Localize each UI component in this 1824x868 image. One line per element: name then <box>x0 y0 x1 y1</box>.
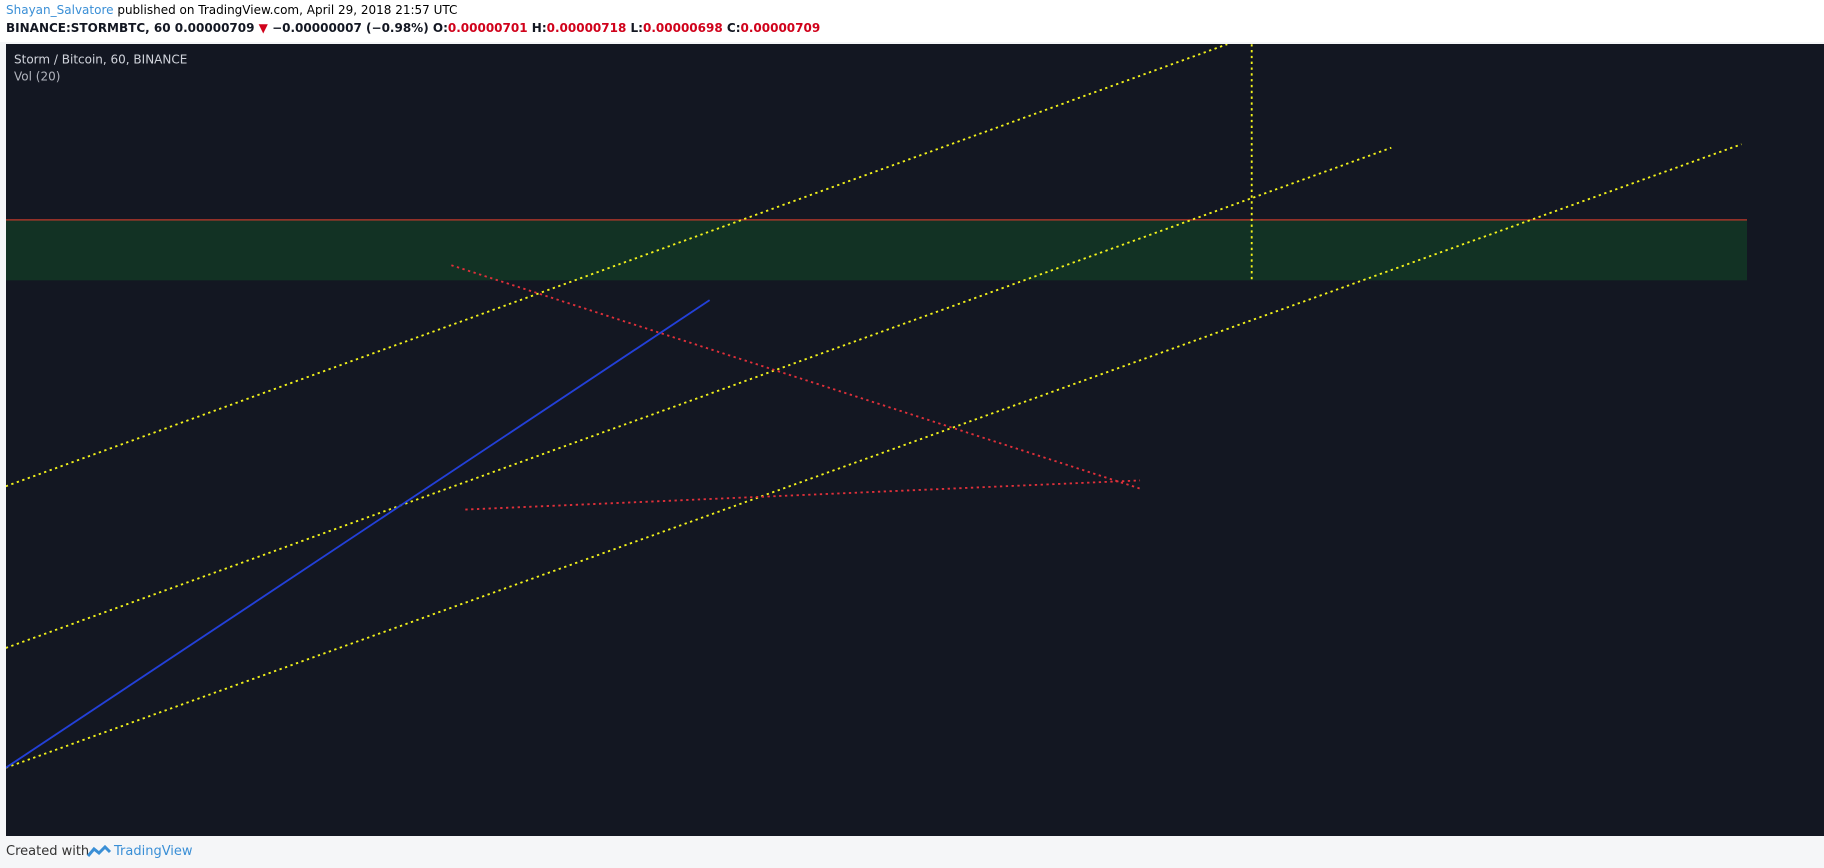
footer: Created with TradingView <box>0 836 1824 868</box>
c-key: C: <box>726 21 741 35</box>
o: 0.00000701 <box>447 21 528 35</box>
brand-logo <box>86 844 112 857</box>
publish-line: Shayan_Salvatore published on TradingVie… <box>6 3 457 17</box>
legend-title: Storm / Bitcoin, 60, BINANCE <box>14 53 187 67</box>
trend-blue <box>6 299 711 769</box>
drawings <box>6 44 1747 769</box>
author[interactable]: Shayan_Salvatore <box>6 3 114 17</box>
symbol: BINANCE:STORMBTC, 60 <box>6 21 171 35</box>
channel-upper <box>6 44 1228 488</box>
wedge-top <box>451 264 1141 490</box>
price-axis-bg <box>1747 44 1824 811</box>
wedge-bottom <box>465 479 1141 511</box>
zone <box>6 219 1747 281</box>
chart: Storm / Bitcoin, 60, BINANCE Vol (20) <box>6 44 1824 836</box>
h-key: H: <box>531 21 547 35</box>
brand[interactable]: TradingView <box>114 844 193 859</box>
l: 0.00000698 <box>642 21 723 35</box>
symbol-line: BINANCE:STORMBTC, 60 0.00000709 ▼ −0.000… <box>6 21 820 35</box>
created-with: Created with <box>6 844 90 859</box>
arrow: ▼ <box>258 21 268 35</box>
header: Shayan_Salvatore published on TradingVie… <box>0 0 1824 42</box>
last: 0.00000709 <box>174 21 255 35</box>
published: published on TradingView.com, April 29, … <box>117 3 458 17</box>
change: −0.00000007 (−0.98%) <box>272 21 429 35</box>
c: 0.00000709 <box>740 21 821 35</box>
legend-indicator: Vol (20) <box>14 70 60 84</box>
channel-mid <box>6 146 1392 649</box>
time-axis-bg <box>6 811 1824 836</box>
l-key: L: <box>630 21 643 35</box>
channel-lower <box>6 143 1742 769</box>
plot-bg <box>6 44 1747 811</box>
h: 0.00000718 <box>546 21 627 35</box>
o-key: O: <box>432 21 448 35</box>
